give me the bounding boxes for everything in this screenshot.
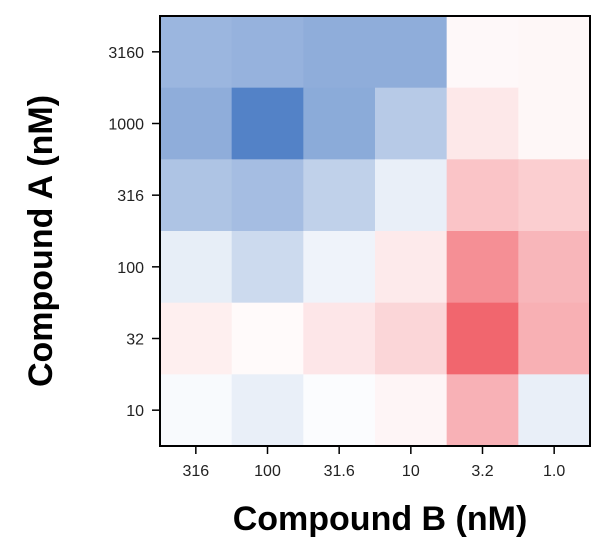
heatmap-cell bbox=[303, 374, 376, 447]
heatmap-cell bbox=[303, 302, 376, 375]
heatmap-cell bbox=[518, 231, 591, 304]
heatmap-cells bbox=[160, 16, 591, 447]
heatmap-cell bbox=[518, 374, 591, 447]
heatmap-cell bbox=[303, 231, 376, 304]
heatmap-cell bbox=[446, 302, 519, 375]
y-axis-ticks: 3160 1000 316 100 32 10 bbox=[108, 45, 160, 420]
heatmap-cell bbox=[375, 159, 448, 232]
y-axis-label: Compound A (nM) bbox=[22, 95, 60, 387]
heatmap-cell bbox=[160, 374, 233, 447]
heatmap-cell bbox=[375, 87, 448, 160]
x-tick-label: 1.0 bbox=[543, 463, 565, 480]
y-tick-label: 100 bbox=[117, 260, 144, 277]
heatmap-cell bbox=[160, 302, 233, 375]
heatmap-cell bbox=[375, 16, 448, 89]
heatmap-cell bbox=[231, 16, 304, 89]
heatmap-cell bbox=[518, 302, 591, 375]
heatmap-cell bbox=[231, 87, 304, 160]
heatmap-cell bbox=[303, 159, 376, 232]
heatmap-cell bbox=[518, 16, 591, 89]
heatmap-cell bbox=[446, 87, 519, 160]
x-tick-label: 3.2 bbox=[471, 463, 493, 480]
y-tick-label: 32 bbox=[126, 332, 144, 349]
heatmap-cell bbox=[518, 87, 591, 160]
heatmap-cell bbox=[160, 159, 233, 232]
heatmap-cell bbox=[518, 159, 591, 232]
heatmap-cell bbox=[231, 159, 304, 232]
heatmap-cell bbox=[375, 302, 448, 375]
heatmap-cell bbox=[446, 231, 519, 304]
x-axis-ticks: 316 100 31.6 10 3.2 1.0 bbox=[182, 446, 565, 480]
heatmap-cell bbox=[160, 231, 233, 304]
heatmap-cell bbox=[303, 87, 376, 160]
x-tick-label: 316 bbox=[182, 463, 209, 480]
heatmap-cell bbox=[446, 374, 519, 447]
x-tick-label: 100 bbox=[254, 463, 281, 480]
y-tick-label: 316 bbox=[117, 188, 144, 205]
y-tick-label: 1000 bbox=[108, 117, 144, 134]
heatmap-cell bbox=[231, 231, 304, 304]
heatmap-cell bbox=[375, 374, 448, 447]
plot-frame bbox=[159, 15, 591, 447]
x-tick-label: 10 bbox=[402, 463, 420, 480]
heatmap-cell bbox=[446, 16, 519, 89]
y-tick-label: 3160 bbox=[108, 45, 144, 62]
heatmap-cell bbox=[375, 231, 448, 304]
heatmap-cell bbox=[303, 16, 376, 89]
x-tick-label: 31.6 bbox=[324, 463, 355, 480]
heatmap-cell bbox=[160, 87, 233, 160]
x-axis-label: Compound B (nM) bbox=[233, 500, 528, 538]
heatmap-cell bbox=[231, 374, 304, 447]
heatmap-cell bbox=[231, 302, 304, 375]
y-tick-label: 10 bbox=[126, 403, 144, 420]
heatmap-cell bbox=[446, 159, 519, 232]
heatmap-cell bbox=[160, 16, 233, 89]
